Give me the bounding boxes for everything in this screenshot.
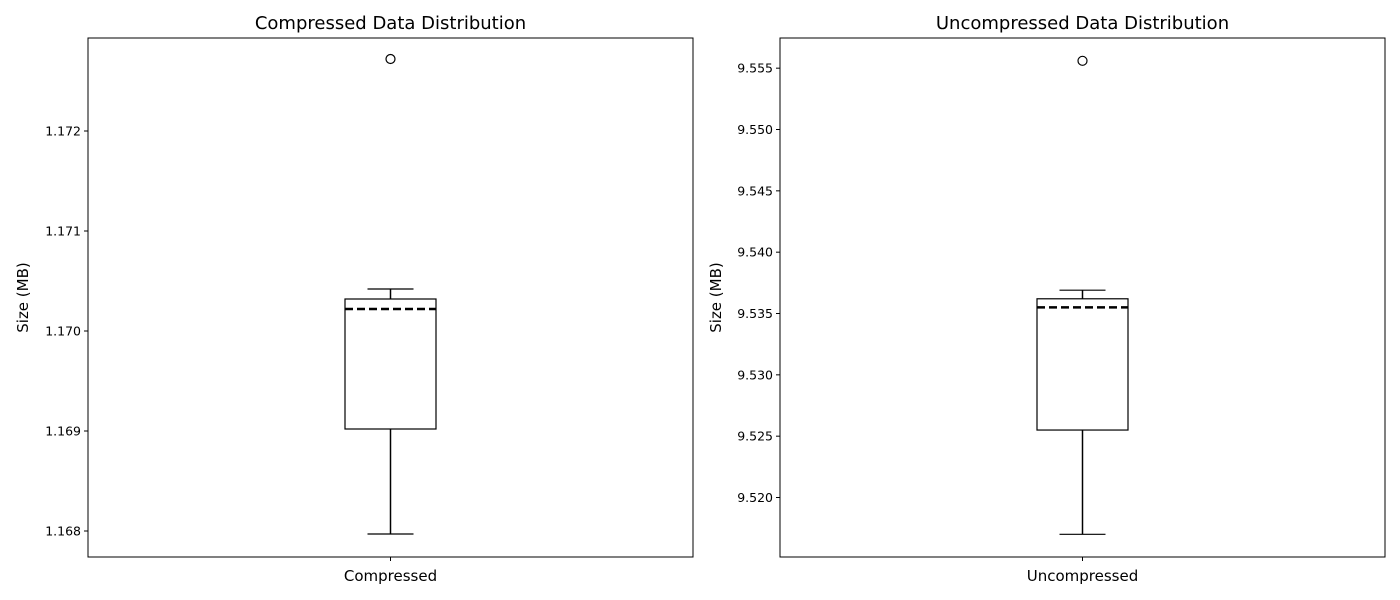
- uncompressed-y-axis-label: Size (MB): [707, 262, 725, 333]
- uncompressed-y-tick-label: 9.545: [737, 183, 773, 198]
- compressed-y-tick-label: 1.171: [45, 224, 81, 239]
- compressed-y-tick-label: 1.172: [45, 124, 81, 139]
- uncompressed-chart-panel: Uncompressed Data Distribution Size (MB)…: [707, 13, 1386, 585]
- compressed-boxplot: [344, 53, 437, 535]
- compressed-y-tick-label: 1.168: [45, 524, 81, 539]
- uncompressed-x-category-label: Uncompressed: [1027, 567, 1139, 585]
- compressed-outlier-point: [385, 53, 396, 65]
- uncompressed-y-tick-label: 9.520: [737, 490, 773, 505]
- uncompressed-boxplot: [1036, 55, 1129, 535]
- compressed-y-tick-label: 1.170: [45, 324, 81, 339]
- compressed-y-ticks: 1.168 1.169 1.170 1.171 1.172: [45, 124, 391, 561]
- uncompressed-y-tick-label: 9.555: [737, 61, 773, 76]
- compressed-y-axis-label: Size (MB): [14, 262, 32, 333]
- uncompressed-y-tick-label: 9.530: [737, 367, 773, 382]
- compressed-y-tick-label: 1.169: [45, 424, 81, 439]
- compressed-chart-panel: Compressed Data Distribution Size (MB) C…: [14, 13, 694, 585]
- compressed-iqr-box: [344, 298, 437, 430]
- uncompressed-y-ticks: 9.520 9.525 9.530 9.535 9.540 9.545 9.550 9.555: [737, 61, 1083, 561]
- compressed-plot-frame: [87, 37, 694, 558]
- uncompressed-outlier-point: [1077, 55, 1088, 66]
- uncompressed-iqr-box: [1036, 298, 1129, 431]
- compressed-x-category-label: Compressed: [344, 567, 437, 585]
- uncompressed-y-tick-label: 9.550: [737, 122, 773, 137]
- compressed-chart-title: Compressed Data Distribution: [255, 13, 526, 34]
- uncompressed-plot-frame: [779, 37, 1386, 558]
- uncompressed-y-tick-label: 9.525: [737, 429, 773, 444]
- uncompressed-chart-title: Uncompressed Data Distribution: [936, 13, 1229, 34]
- uncompressed-y-tick-label: 9.535: [737, 306, 773, 321]
- uncompressed-y-tick-label: 9.540: [737, 245, 773, 260]
